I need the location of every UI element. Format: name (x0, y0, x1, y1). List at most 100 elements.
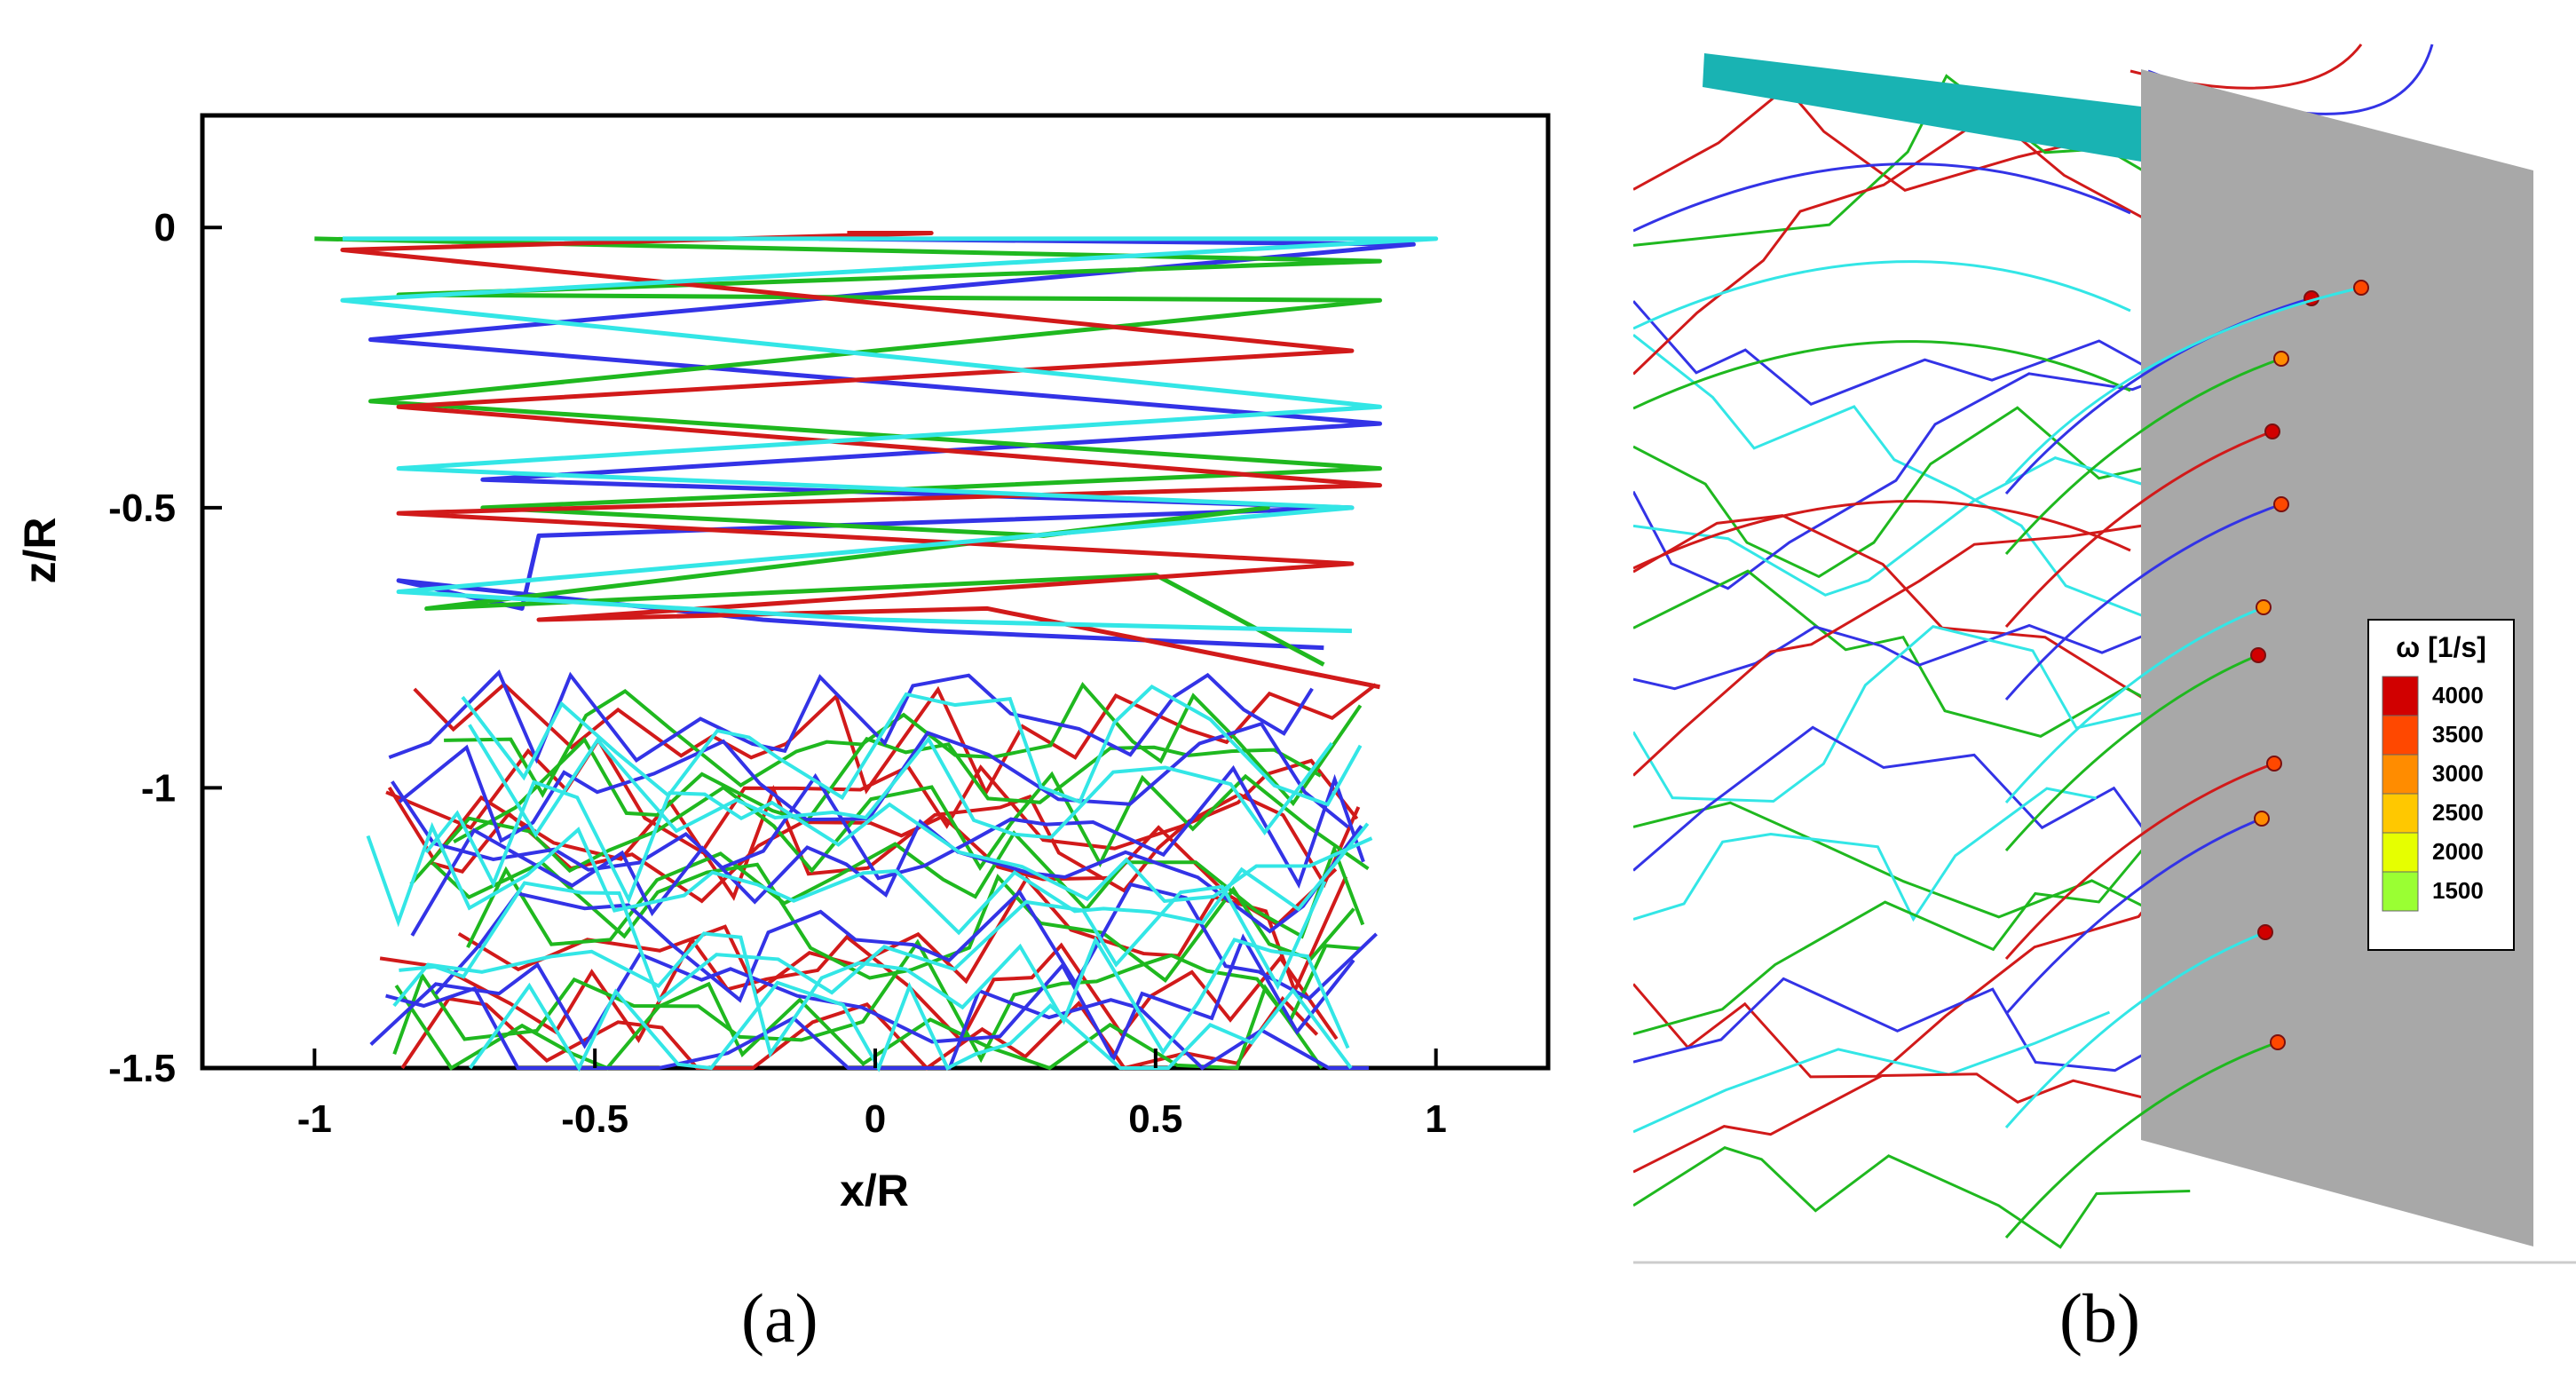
trajectory-arc (1633, 500, 2131, 570)
trajectory-line (1633, 456, 2148, 597)
blade-surface (2141, 69, 2533, 1246)
wake-line (399, 880, 1327, 1003)
wake-line (429, 811, 1338, 927)
legend-swatch (2382, 871, 2419, 912)
wake-line (431, 860, 1355, 983)
trajectory-series-1 (368, 236, 1416, 651)
vortex-core-marker (2273, 496, 2289, 512)
wake-line (434, 882, 1378, 1003)
wake-line (410, 819, 1363, 937)
trajectory-arc (1633, 260, 2131, 330)
vortex-core-marker (2264, 423, 2280, 439)
trajectory-line (1633, 1072, 2171, 1174)
vortex-core-marker (2266, 756, 2282, 772)
legend-value: 2000 (2432, 838, 2484, 865)
wake-line (385, 736, 1359, 855)
x-tick-label: 0 (865, 1097, 886, 1141)
trajectory-line (1633, 300, 2193, 406)
trajectory-line (1633, 514, 2152, 704)
trajectory-line (1633, 372, 2172, 590)
trajectory-line (1633, 406, 2197, 579)
legend-swatch (2382, 715, 2419, 756)
vortex-core-marker (2257, 924, 2273, 940)
wake-line (385, 985, 1369, 1071)
caption-b: (b) (2059, 1279, 2140, 1357)
trajectory-lines (314, 231, 1439, 690)
caption-a: (a) (741, 1279, 818, 1357)
vortex-track (2004, 1041, 2279, 1239)
vortex-track (2004, 503, 2282, 700)
y-tick-label: 0 (154, 206, 176, 249)
vortex-core-marker (2254, 811, 2270, 827)
wake-line (398, 721, 1350, 843)
trajectory-line (1633, 569, 2175, 738)
vortex-track (2004, 357, 2282, 555)
y-tick-label: -1 (141, 766, 176, 810)
y-tick-label: -0.5 (108, 487, 176, 530)
wake-line (388, 669, 1314, 764)
wake-line (468, 724, 1334, 840)
legend-value: 4000 (2432, 682, 2484, 708)
vortex-track (2004, 930, 2266, 1128)
legend-swatch (2382, 793, 2419, 834)
legend-swatch (2382, 754, 2419, 795)
legend-swatch (2382, 676, 2419, 716)
trajectory-line (1633, 977, 2165, 1072)
vortex-track (2004, 762, 2275, 960)
x-tick-label: -0.5 (561, 1097, 628, 1141)
wake-line (461, 684, 1363, 807)
wake-line (424, 780, 1373, 905)
trajectory-line (1633, 523, 2148, 777)
wake-line (392, 938, 1362, 1064)
legend-swatch (2382, 832, 2419, 873)
vortex-core-marker (2256, 599, 2272, 615)
wake-line (444, 681, 1363, 807)
trajectory-line (1633, 112, 2177, 376)
trajectory-line (1633, 725, 2169, 872)
trajectory-line (1633, 801, 2181, 926)
wake-line (369, 933, 1355, 1064)
vortex-track (2004, 653, 2259, 851)
legend-value: 3500 (2432, 721, 2484, 748)
trajectory-line (1633, 625, 2146, 803)
vortex-track (2004, 605, 2264, 803)
vortex-core-marker (2250, 647, 2266, 663)
trajectory-series-3 (340, 231, 1382, 690)
wake-line (379, 934, 1339, 1044)
wake-line (392, 931, 1350, 1058)
vortex-track (2004, 430, 2273, 628)
x-tick-label: 1 (1425, 1097, 1446, 1141)
trajectory-line (1633, 623, 2168, 691)
legend-value: 1500 (2432, 877, 2484, 904)
wake-line (453, 736, 1322, 843)
chart-a: -1 -0.5 0 0.5 1 0 -0.5 -1 -1.5 x/R z/R (15, 113, 1551, 1215)
vortex-core-marker (2353, 280, 2369, 296)
vortex-tracks (2004, 280, 2369, 1239)
wake-line (366, 821, 1370, 936)
rotor-blade (1703, 53, 2141, 162)
legend-value: 3000 (2432, 760, 2484, 787)
vortex-core-marker (2270, 1034, 2286, 1050)
x-axis-label: x/R (840, 1166, 909, 1215)
trajectory-line (1633, 334, 2173, 629)
trajectory-arc (1633, 340, 2131, 410)
wake-line (469, 980, 1353, 1072)
wake-line (387, 784, 1361, 901)
vortex-track (2004, 286, 2362, 484)
trajectory-line (1633, 836, 2202, 1079)
vortex-track (2004, 817, 2263, 1015)
y-tick-label: -1.5 (108, 1047, 176, 1090)
legend-value: 2500 (2432, 799, 2484, 826)
trajectory-series-4 (340, 236, 1439, 634)
trajectory-line (1633, 1146, 2191, 1249)
y-axis-label: z/R (15, 518, 65, 584)
chart-b: ω [1/s] 4000 3500 3000 2500 2000 1500 (1633, 36, 2576, 1264)
colorbar-legend: ω [1/s] 4000 3500 3000 2500 2000 1500 (2367, 619, 2515, 951)
wake-line (466, 830, 1365, 948)
vortex-core-marker (2273, 351, 2289, 367)
x-tick-label: 0.5 (1128, 1097, 1182, 1141)
trajectory-line (1633, 823, 2165, 1036)
wake-trajectories (366, 669, 1378, 1072)
trajectory-line (1633, 1010, 2111, 1134)
wake-line (391, 764, 1365, 889)
